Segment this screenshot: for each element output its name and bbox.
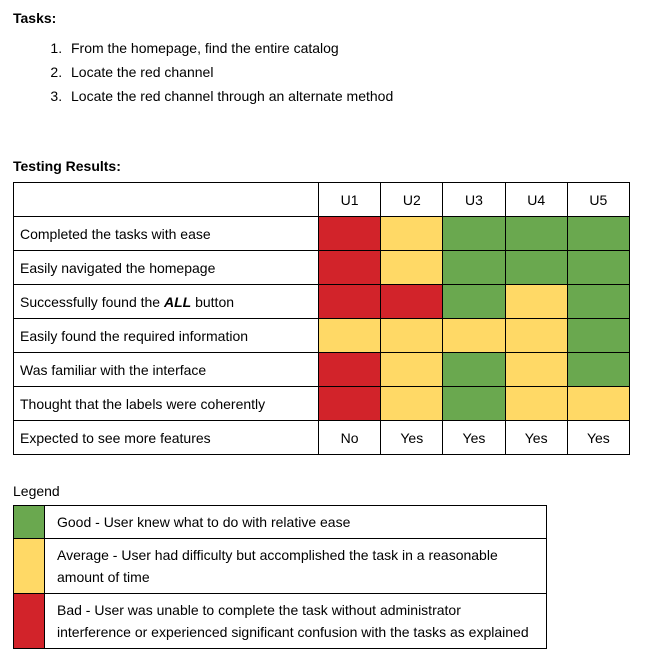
legend-row: Good - User knew what to do with relativ… [13,505,547,539]
rating-cell-good [442,284,506,319]
column-header-u4: U4 [504,182,568,217]
rating-cell-average [380,250,444,285]
rating-cell-average [504,284,568,319]
table-row: Thought that the labels were coherently [13,386,631,421]
rating-cell-bad [317,216,382,251]
legend-title: Legend [13,483,60,499]
column-header-u1: U1 [317,182,382,217]
rating-cell-bad [317,386,382,421]
table-row: Completed the tasks with ease [13,216,631,251]
legend-description: Average - User had difficulty but accomp… [44,538,547,594]
legend-table-body: Good - User knew what to do with relativ… [13,505,547,649]
tasks-list: From the homepage, find the entire catal… [13,36,630,108]
rating-cell-average [566,386,631,421]
rating-cell-good [442,386,506,421]
row-label: Completed the tasks with ease [13,216,319,251]
legend-table: Good - User knew what to do with relativ… [13,505,547,649]
rating-cell-average [317,318,382,353]
rating-cell-average [504,318,568,353]
rating-cell-average [442,318,506,353]
task-item: From the homepage, find the entire catal… [66,36,630,60]
answer-cell: Yes [504,420,568,455]
rating-cell-good [566,352,631,387]
corner-cell [13,182,319,217]
rating-cell-good [504,216,568,251]
rating-cell-good [566,250,631,285]
rating-cell-good [504,250,568,285]
rating-cell-good [442,216,506,251]
tasks-heading: Tasks: [13,10,57,26]
legend-swatch-bad [13,593,45,649]
table-row: Was familiar with the interface [13,352,631,387]
table-row: Easily found the required information [13,318,631,353]
column-header-u3: U3 [442,182,506,217]
rating-cell-bad [380,284,444,319]
row-label: Easily navigated the homepage [13,250,319,285]
table-row: Expected to see more features No Yes Yes Yes… [13,420,631,455]
answer-cell: No [317,420,382,455]
rating-cell-bad [317,284,382,319]
rating-cell-good [566,216,631,251]
answer-cell: Yes [566,420,631,455]
table-row: Successfully found the ALL button [13,284,631,319]
rating-cell-average [380,318,444,353]
results-table: U1 U2 U3 U4 U5 Completed the tasks with ease… [13,182,631,455]
rating-cell-good [442,352,506,387]
emphasized-text: ALL [163,293,192,310]
column-header-u2: U2 [380,182,444,217]
task-item: Locate the red channel through an altern… [66,84,630,108]
rating-cell-good [566,318,631,353]
legend-row: Bad - User was unable to complete the ta… [13,593,547,649]
row-label: Was familiar with the interface [13,352,319,387]
row-label: Successfully found the ALL button [13,284,319,319]
table-row: Easily navigated the homepage [13,250,631,285]
rating-cell-average [380,216,444,251]
row-label: Easily found the required information [13,318,319,353]
legend-description: Good - User knew what to do with relativ… [44,505,547,539]
column-header-u5: U5 [566,182,631,217]
legend-swatch-good [13,505,45,539]
task-item: Locate the red channel [66,60,630,84]
legend-swatch-average [13,538,45,594]
legend-description: Bad - User was unable to complete the ta… [44,593,547,649]
results-table-body: Completed the tasks with ease Easily navi… [13,216,631,455]
row-label: Expected to see more features [13,420,319,455]
rating-cell-average [380,386,444,421]
rating-cell-good [442,250,506,285]
answer-cell: Yes [442,420,506,455]
rating-cell-good [566,284,631,319]
rating-cell-bad [317,250,382,285]
results-heading: Testing Results: [13,158,121,174]
rating-cell-bad [317,352,382,387]
results-header-row: U1 U2 U3 U4 U5 [13,182,631,217]
legend-row: Average - User had difficulty but accomp… [13,538,547,594]
row-label: Thought that the labels were coherently [13,386,319,421]
answer-cell: Yes [380,420,444,455]
rating-cell-average [380,352,444,387]
rating-cell-average [504,386,568,421]
rating-cell-average [504,352,568,387]
